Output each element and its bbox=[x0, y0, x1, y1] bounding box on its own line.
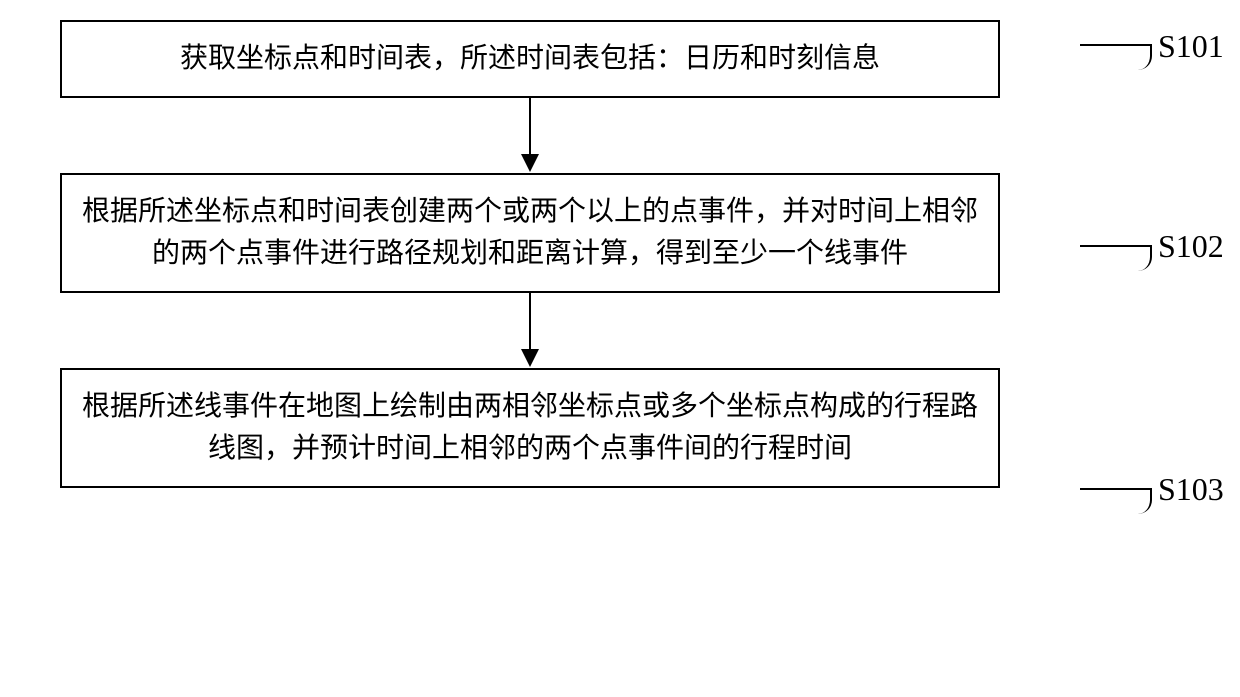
arrow-2 bbox=[60, 293, 1000, 368]
step-label-3: S103 bbox=[1158, 471, 1224, 508]
flowchart-step-2: 根据所述坐标点和时间表创建两个或两个以上的点事件，并对时间上相邻的两个点事件进行… bbox=[60, 173, 1000, 293]
step-text: 根据所述线事件在地图上绘制由两相邻坐标点或多个坐标点构成的行程路线图，并预计时间… bbox=[82, 391, 978, 464]
flowchart-step-1: 获取坐标点和时间表，所述时间表包括：日历和时刻信息 bbox=[60, 20, 1000, 98]
step-label-1: S101 bbox=[1158, 28, 1224, 65]
label-connector-1 bbox=[1080, 44, 1152, 70]
step-label-2: S102 bbox=[1158, 228, 1224, 265]
flowchart-step-3: 根据所述线事件在地图上绘制由两相邻坐标点或多个坐标点构成的行程路线图，并预计时间… bbox=[60, 368, 1000, 488]
arrow-line bbox=[529, 293, 531, 353]
label-connector-2 bbox=[1080, 245, 1152, 271]
arrow-line bbox=[529, 98, 531, 158]
step-text: 根据所述坐标点和时间表创建两个或两个以上的点事件，并对时间上相邻的两个点事件进行… bbox=[82, 196, 978, 269]
arrow-1 bbox=[60, 98, 1000, 173]
arrow-head-icon bbox=[521, 349, 539, 367]
label-connector-3 bbox=[1080, 488, 1152, 514]
arrow-head-icon bbox=[521, 154, 539, 172]
step-text: 获取坐标点和时间表，所述时间表包括：日历和时刻信息 bbox=[180, 43, 880, 74]
flowchart-container: 获取坐标点和时间表，所述时间表包括：日历和时刻信息 S101 根据所述坐标点和时… bbox=[60, 20, 1180, 488]
